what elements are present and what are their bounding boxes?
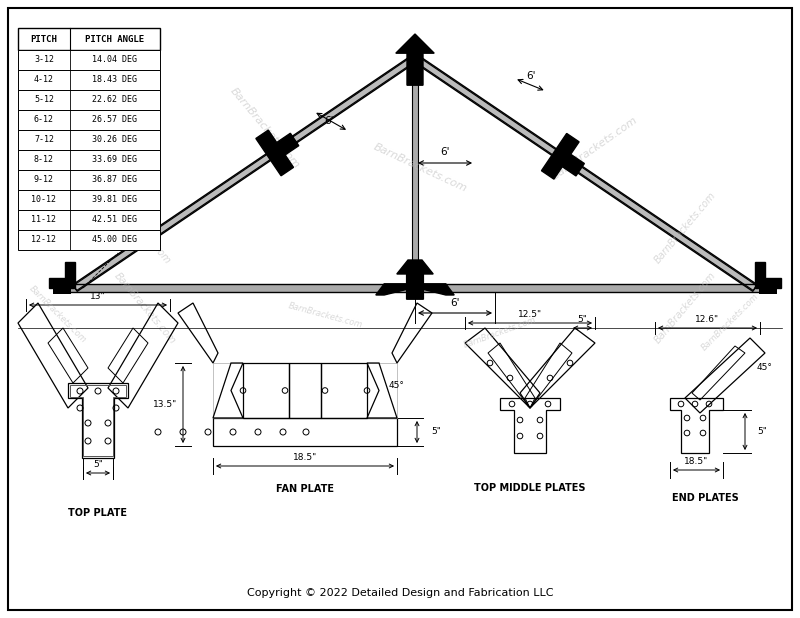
Bar <box>759 282 777 294</box>
Bar <box>18 230 160 250</box>
Text: 5": 5" <box>431 428 441 436</box>
Text: 5": 5" <box>757 427 767 436</box>
Text: 18.5": 18.5" <box>293 453 317 462</box>
Bar <box>18 170 160 190</box>
Polygon shape <box>396 34 434 85</box>
Text: 6': 6' <box>526 71 536 82</box>
Text: 39.81 DEG: 39.81 DEG <box>93 195 138 205</box>
Polygon shape <box>542 133 584 179</box>
Text: BarnBrackets.com: BarnBrackets.com <box>107 190 173 266</box>
Text: 45°: 45° <box>389 381 405 389</box>
Text: 12.5": 12.5" <box>518 310 542 319</box>
Bar <box>18 90 160 110</box>
Text: 12.6": 12.6" <box>695 315 719 324</box>
Polygon shape <box>423 284 454 295</box>
Text: 3-12: 3-12 <box>34 56 54 64</box>
Polygon shape <box>755 262 781 288</box>
Text: 10-12: 10-12 <box>31 195 57 205</box>
Text: BarnBrackets.com: BarnBrackets.com <box>652 190 718 266</box>
Bar <box>18 28 160 50</box>
Text: PITCH ANGLE: PITCH ANGLE <box>86 35 145 43</box>
Text: TOP PLATE: TOP PLATE <box>69 508 127 518</box>
Text: 18.5": 18.5" <box>684 457 709 466</box>
Bar <box>18 110 160 130</box>
Text: 11-12: 11-12 <box>31 216 57 224</box>
Text: TOP MIDDLE PLATES: TOP MIDDLE PLATES <box>474 483 586 493</box>
Polygon shape <box>414 56 559 157</box>
Text: 42.51 DEG: 42.51 DEG <box>93 216 138 224</box>
Polygon shape <box>49 262 75 288</box>
Text: 6': 6' <box>324 116 334 126</box>
Polygon shape <box>270 56 417 157</box>
Bar <box>53 282 71 294</box>
Text: 26.57 DEG: 26.57 DEG <box>93 116 138 124</box>
Bar <box>18 210 160 230</box>
Text: 12-12: 12-12 <box>31 235 57 245</box>
Text: 9-12: 9-12 <box>34 176 54 185</box>
Text: 45.00 DEG: 45.00 DEG <box>93 235 138 245</box>
Bar <box>18 50 160 70</box>
Text: 13.5": 13.5" <box>153 400 177 409</box>
Text: BarnBrackets.com: BarnBrackets.com <box>700 291 760 352</box>
Text: BarnBrackets.com: BarnBrackets.com <box>228 86 302 171</box>
Text: BarnBrackets.com: BarnBrackets.com <box>286 302 363 330</box>
Text: 8-12: 8-12 <box>34 156 54 164</box>
Polygon shape <box>73 54 418 291</box>
Text: 6': 6' <box>440 147 450 157</box>
Text: BarnBrackets.com: BarnBrackets.com <box>112 271 178 345</box>
Polygon shape <box>55 284 775 292</box>
Text: 5": 5" <box>93 460 103 469</box>
Text: BarnBrackets.com: BarnBrackets.com <box>28 284 88 345</box>
Text: 13": 13" <box>90 292 106 301</box>
Text: BarnBrackets.com: BarnBrackets.com <box>462 315 538 350</box>
Text: Copyright © 2022 Detailed Design and Fabrication LLC: Copyright © 2022 Detailed Design and Fab… <box>246 588 554 598</box>
Text: 22.62 DEG: 22.62 DEG <box>93 96 138 104</box>
Text: BarnBrackets.com: BarnBrackets.com <box>372 142 468 194</box>
Bar <box>18 150 160 170</box>
Text: 5-12: 5-12 <box>34 96 54 104</box>
Text: 45°: 45° <box>102 218 120 228</box>
Bar <box>18 130 160 150</box>
Bar <box>18 190 160 210</box>
Polygon shape <box>376 284 406 295</box>
Bar <box>18 70 160 90</box>
Text: 45°: 45° <box>757 363 773 373</box>
Text: 18.43 DEG: 18.43 DEG <box>93 75 138 85</box>
Text: 33.69 DEG: 33.69 DEG <box>93 156 138 164</box>
Text: 4-12: 4-12 <box>34 75 54 85</box>
Polygon shape <box>256 130 298 176</box>
Text: 36.87 DEG: 36.87 DEG <box>93 176 138 185</box>
Text: 6': 6' <box>450 298 460 308</box>
Polygon shape <box>397 260 434 299</box>
Polygon shape <box>74 152 274 290</box>
Text: 5": 5" <box>577 315 587 324</box>
Text: 14.04 DEG: 14.04 DEG <box>93 56 138 64</box>
Text: 6-12: 6-12 <box>34 116 54 124</box>
Text: FAN PLATE: FAN PLATE <box>276 484 334 494</box>
Text: BarnBrackets.com: BarnBrackets.com <box>550 114 640 182</box>
Polygon shape <box>413 54 758 291</box>
Polygon shape <box>556 152 757 290</box>
Polygon shape <box>412 58 418 288</box>
Text: 30.26 DEG: 30.26 DEG <box>93 135 138 145</box>
Text: BarnBrackets.com: BarnBrackets.com <box>652 271 718 345</box>
Text: 7-12: 7-12 <box>34 135 54 145</box>
Text: PITCH: PITCH <box>30 35 58 43</box>
Text: END PLATES: END PLATES <box>672 493 738 503</box>
